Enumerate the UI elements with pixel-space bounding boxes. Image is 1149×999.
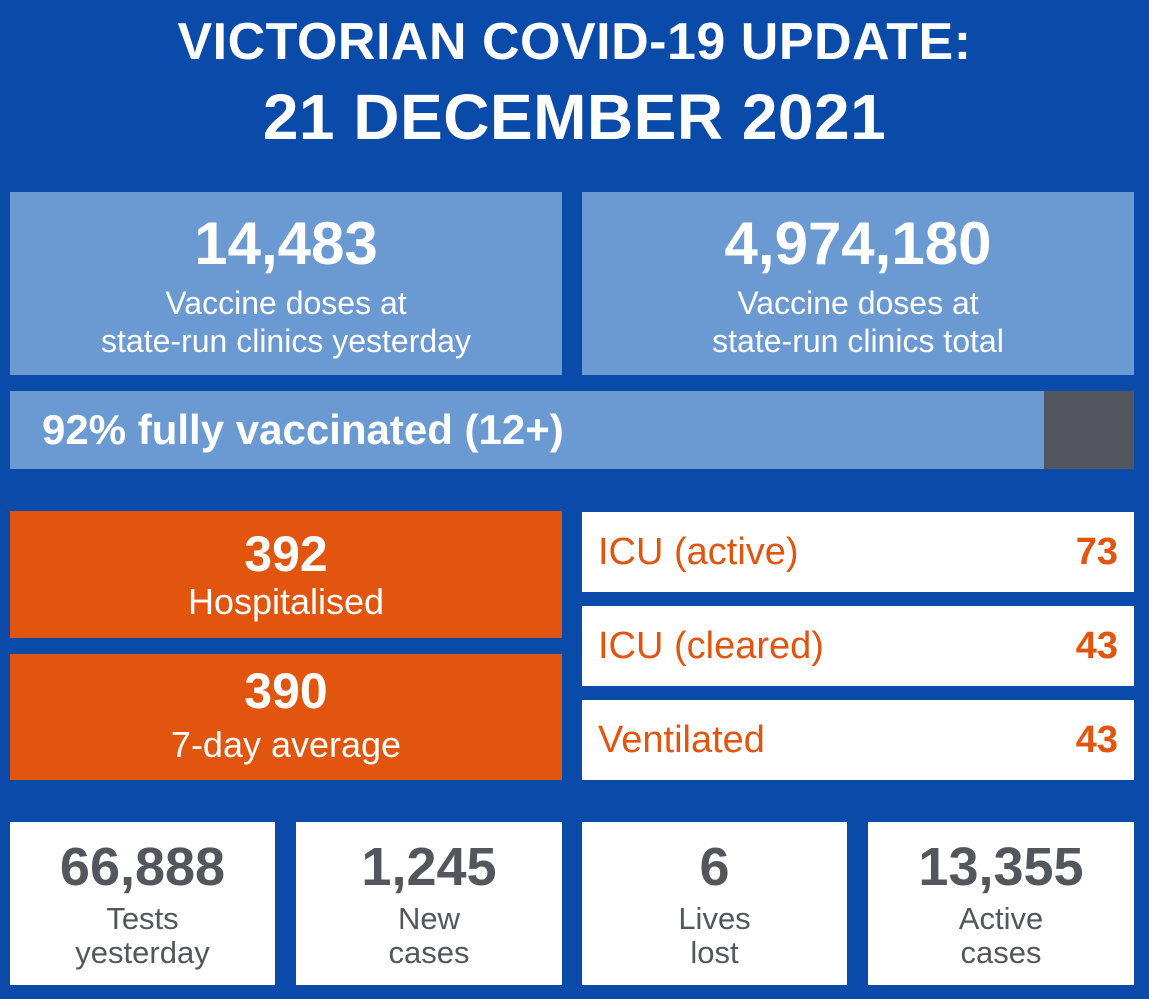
seven-day-average-label: 7-day average (170, 724, 402, 765)
lives-lost-label-line2: lost (690, 935, 739, 970)
doses-total-card: 4,974,180 Vaccine doses at state-run cli… (582, 192, 1134, 375)
doses-yesterday-card: 14,483 Vaccine doses at state-run clinic… (10, 192, 562, 375)
tests-yesterday-value: 66,888 (59, 837, 226, 897)
lives-lost-label-line1: Lives (678, 901, 751, 936)
new-cases-label-line1: New (397, 901, 460, 936)
vaccination-progress-label: 92% fully vaccinated (12+) (42, 406, 564, 453)
ventilated-row: Ventilated 43 (582, 700, 1134, 780)
vaccination-progress-fill (10, 391, 1044, 469)
page-title-line1: VICTORIAN COVID-19 UPDATE: (177, 13, 972, 71)
icu-active-value: 73 (1075, 530, 1118, 573)
icu-cleared-value: 43 (1075, 624, 1118, 667)
icu-active-label: ICU (active) (598, 530, 799, 573)
ventilated-value: 43 (1075, 718, 1118, 761)
vaccination-progress-bar: 92% fully vaccinated (12+) (10, 391, 1134, 469)
tests-yesterday-label-line1: Tests (106, 901, 179, 936)
new-cases-label-line2: cases (388, 935, 470, 970)
ventilated-label: Ventilated (598, 718, 765, 761)
icu-cleared-label: ICU (cleared) (598, 624, 824, 667)
doses-yesterday-value: 14,483 (194, 210, 378, 277)
vaccination-progress-remainder (1044, 391, 1134, 469)
icu-active-row: ICU (active) 73 (582, 512, 1134, 592)
seven-day-average-value: 390 (244, 663, 328, 719)
doses-yesterday-label-line1: Vaccine doses at (165, 285, 407, 321)
tests-yesterday-card: 66,888 Tests yesterday (10, 822, 275, 985)
active-cases-card: 13,355 Active cases (868, 822, 1134, 985)
doses-total-value: 4,974,180 (724, 210, 992, 277)
hospitalised-card: 392 Hospitalised (10, 511, 562, 638)
new-cases-card: 1,245 New cases (296, 822, 562, 985)
page-title-date: 21 DECEMBER 2021 (262, 81, 887, 153)
lives-lost-value: 6 (699, 837, 730, 897)
active-cases-value: 13,355 (918, 837, 1084, 897)
doses-total-label-line1: Vaccine doses at (737, 285, 979, 321)
active-cases-label-line1: Active (958, 901, 1044, 936)
active-cases-label-line2: cases (960, 935, 1042, 970)
hospitalised-label: Hospitalised (187, 581, 385, 622)
hospitalised-value: 392 (244, 526, 328, 582)
tests-yesterday-label-line2: yesterday (75, 935, 210, 970)
doses-total-label-line2: state-run clinics total (712, 323, 1004, 359)
lives-lost-card: 6 Lives lost (582, 822, 847, 985)
new-cases-value: 1,245 (361, 837, 497, 897)
icu-cleared-row: ICU (cleared) 43 (582, 606, 1134, 686)
seven-day-average-card: 390 7-day average (10, 654, 562, 780)
doses-yesterday-label-line2: state-run clinics yesterday (101, 323, 471, 359)
